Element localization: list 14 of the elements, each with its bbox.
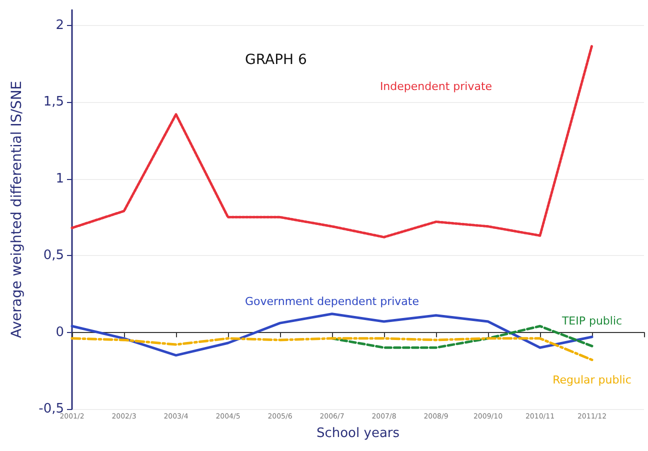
x-axis-title: School years: [316, 426, 400, 441]
y-tick-label: 0,5: [43, 248, 64, 264]
series-label: TEIP public: [560, 314, 622, 328]
y-tick-label: 0: [56, 324, 64, 340]
series-label: Regular public: [552, 373, 632, 386]
text: GRAPH 6: [245, 52, 308, 68]
line-series: [70, 337, 594, 362]
y-tick-label: 1,5: [43, 94, 64, 110]
y-axis-title: Average weighted differential IS/SNE: [9, 80, 25, 338]
series-label: Government dependent private: [245, 295, 420, 308]
y-tick-label: 2: [56, 18, 64, 33]
text: Independent private: [380, 80, 492, 94]
y-tick-label: 1: [56, 171, 64, 186]
line-series: [70, 44, 594, 238]
